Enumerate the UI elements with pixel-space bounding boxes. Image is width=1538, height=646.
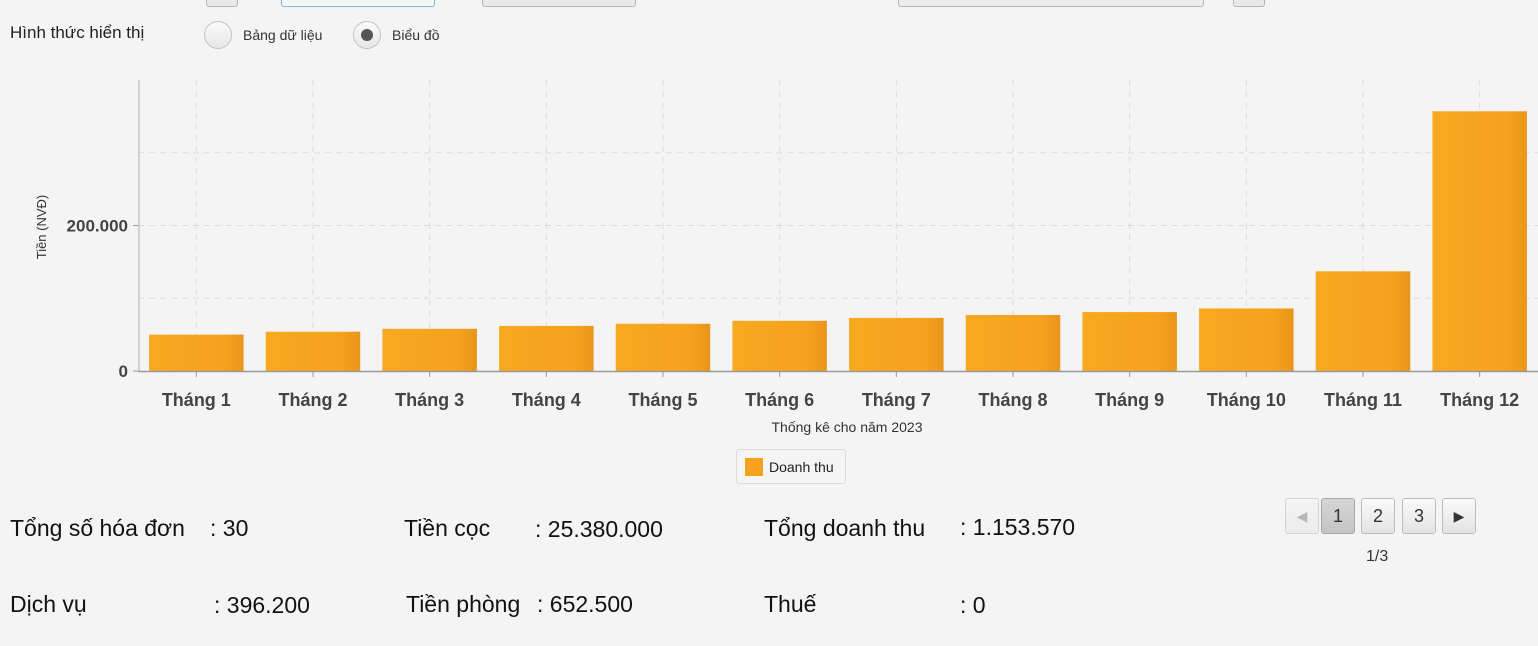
chevron-left-icon: ◀ bbox=[1297, 508, 1308, 525]
radio-chart-indicator[interactable] bbox=[353, 21, 381, 49]
y-tick-label: 0 bbox=[119, 362, 128, 381]
x-tick-label: Tháng 4 bbox=[512, 390, 581, 410]
chart-y-ticks: 0 200.000 bbox=[67, 217, 138, 382]
total-revenue-value: : 1.153.570 bbox=[960, 514, 1075, 541]
page-button-2-label: 2 bbox=[1373, 506, 1383, 527]
chart-bar bbox=[849, 318, 944, 371]
radio-data-table-label: Bảng dữ liệu bbox=[243, 27, 322, 43]
x-tick-label: Tháng 7 bbox=[862, 390, 931, 410]
invoice-count-label: Tổng số hóa đơn bbox=[10, 515, 185, 542]
x-tick-label: Tháng 11 bbox=[1324, 390, 1402, 410]
display-mode-label: Hình thức hiển thị bbox=[10, 23, 144, 43]
x-tick-label: Tháng 12 bbox=[1440, 390, 1519, 410]
x-tick-label: Tháng 5 bbox=[628, 390, 697, 410]
chart-legend: Doanh thu bbox=[736, 449, 846, 484]
x-tick-label: Tháng 2 bbox=[278, 390, 347, 410]
page-button-3-label: 3 bbox=[1414, 506, 1424, 527]
page-button-3[interactable]: 3 bbox=[1402, 498, 1436, 534]
y-tick-label: 200.000 bbox=[67, 217, 128, 236]
next-page-button[interactable]: ▶ bbox=[1442, 498, 1476, 534]
revenue-bar-chart: Tháng 1 Tháng 2 Tháng 3 Tháng 4 Tháng 5 Tháng… bbox=[0, 70, 1538, 442]
tax-value: : 0 bbox=[960, 592, 986, 619]
chart-y-axis-label: Tiền (NVĐ) bbox=[34, 195, 49, 260]
chart-bar bbox=[732, 321, 827, 371]
x-tick-label: Tháng 6 bbox=[745, 390, 814, 410]
chart-bar bbox=[1432, 111, 1527, 371]
invoice-count-value: : 30 bbox=[210, 515, 248, 542]
prev-page-button[interactable]: ◀ bbox=[1285, 498, 1319, 534]
top-small-button[interactable] bbox=[206, 0, 238, 7]
chart-bar bbox=[382, 329, 477, 371]
top-combo-box[interactable] bbox=[482, 0, 636, 7]
page-button-1[interactable]: 1 bbox=[1321, 498, 1355, 534]
chart-x-axis-label: Thống kê cho năm 2023 bbox=[772, 419, 923, 435]
chart-bar bbox=[616, 324, 711, 371]
chevron-right-icon: ▶ bbox=[1454, 508, 1465, 525]
radio-data-table-indicator[interactable] bbox=[204, 21, 232, 49]
deposit-value: : 25.380.000 bbox=[535, 516, 663, 543]
radio-data-table[interactable]: Bảng dữ liệu bbox=[204, 19, 322, 51]
page-button-1-label: 1 bbox=[1333, 506, 1343, 527]
room-label: Tiền phòng bbox=[406, 591, 520, 618]
deposit-label: Tiền cọc bbox=[404, 515, 490, 542]
top-date-picker[interactable] bbox=[281, 0, 435, 7]
chart-bars bbox=[149, 111, 1527, 371]
chart-bar bbox=[966, 315, 1061, 371]
chart-bar bbox=[149, 335, 244, 371]
radio-chart[interactable]: Biểu đồ bbox=[353, 19, 439, 51]
service-label: Dịch vụ bbox=[10, 591, 87, 618]
total-revenue-label: Tổng doanh thu bbox=[764, 515, 925, 542]
legend-swatch bbox=[745, 458, 763, 476]
legend-label: Doanh thu bbox=[769, 459, 834, 475]
x-tick-label: Tháng 8 bbox=[978, 390, 1047, 410]
room-value: : 652.500 bbox=[537, 591, 633, 618]
chart-bar bbox=[1316, 271, 1411, 371]
x-tick-label: Tháng 3 bbox=[395, 390, 464, 410]
tax-label: Thuế bbox=[764, 591, 816, 618]
page-button-2[interactable]: 2 bbox=[1361, 498, 1395, 534]
page-info: 1/3 bbox=[1366, 548, 1388, 566]
x-tick-label: Tháng 9 bbox=[1095, 390, 1164, 410]
chart-bar bbox=[1199, 308, 1294, 371]
x-tick-label: Tháng 10 bbox=[1207, 390, 1286, 410]
chart-bar bbox=[266, 332, 361, 371]
chart-bar bbox=[1082, 312, 1177, 371]
radio-selected-dot bbox=[361, 29, 373, 41]
top-search-button[interactable] bbox=[1233, 0, 1265, 7]
chart-x-ticks: Tháng 1 Tháng 2 Tháng 3 Tháng 4 Tháng 5 Tháng… bbox=[162, 371, 1519, 410]
service-value: : 396.200 bbox=[214, 592, 310, 619]
chart-bar bbox=[499, 326, 594, 371]
x-tick-label: Tháng 1 bbox=[162, 390, 231, 410]
top-search-field[interactable] bbox=[898, 0, 1204, 7]
radio-chart-label: Biểu đồ bbox=[392, 27, 439, 43]
